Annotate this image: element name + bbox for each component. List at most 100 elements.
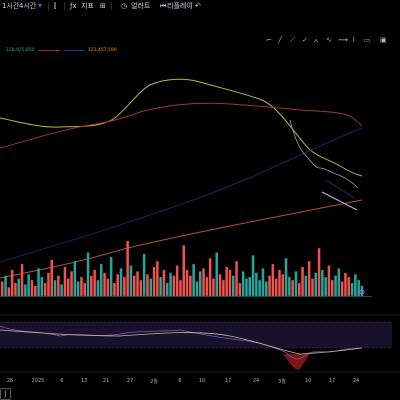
volume-bar — [195, 281, 199, 296]
volume-bar — [218, 274, 222, 297]
volume-bar — [142, 253, 146, 296]
volume-bar — [70, 271, 73, 296]
toolbar-separator — [190, 2, 191, 10]
x-tick: 10 — [198, 378, 206, 384]
replay-icon[interactable]: ⏮ — [160, 2, 167, 10]
brush-icon[interactable]: ⌇ — [352, 36, 356, 44]
volume-bar — [192, 264, 195, 296]
volume-bar — [73, 261, 77, 296]
volume-bar — [241, 271, 245, 296]
price-label-blue — [64, 48, 84, 52]
volume-bar — [37, 268, 40, 296]
drawn-trendline — [321, 191, 358, 211]
volume-bar — [100, 264, 103, 296]
x-tick: 6 — [60, 378, 64, 384]
x-tick: 24 — [352, 378, 360, 384]
volume-bar — [116, 274, 119, 297]
volume-bar — [357, 280, 360, 296]
path-icon[interactable]: ⟿ — [338, 36, 349, 44]
volume-bar — [156, 261, 159, 296]
alert-button[interactable]: 얼러트 — [131, 2, 151, 10]
volume-bar — [271, 264, 275, 296]
volume-bar — [162, 269, 166, 296]
volume-bar — [146, 274, 149, 297]
toolbar-separator — [111, 2, 112, 10]
volume-bar — [7, 287, 11, 296]
x-tick: 26 — [6, 378, 14, 384]
x-tick: 17 — [328, 378, 336, 384]
volume-bar — [60, 284, 63, 296]
volume-bar — [10, 269, 14, 296]
volume-bar — [57, 275, 60, 296]
volume-bar — [17, 278, 20, 296]
osc-oversold-fill — [283, 354, 310, 370]
ma-yellow-line — [0, 78, 363, 177]
volume-bar — [261, 268, 265, 296]
volume-bar — [40, 277, 44, 296]
text-icon[interactable]: ▣ — [380, 36, 387, 44]
volume-bar — [294, 271, 298, 296]
ray-icon[interactable]: ⟋ — [290, 36, 295, 44]
volume-bar — [80, 277, 83, 296]
volume-bar — [354, 274, 357, 297]
volume-bar — [1, 281, 4, 296]
volume-bar — [119, 268, 123, 296]
price-label-orange: 123,457,590 — [88, 48, 117, 53]
volume-bar — [238, 282, 242, 296]
ma-red-line — [0, 102, 363, 149]
osc-line-tan — [0, 329, 363, 355]
oscillator-band — [0, 322, 392, 348]
volume-bar — [27, 274, 30, 297]
volume-bar — [258, 280, 261, 296]
chevron-down-icon[interactable]: ▾ — [38, 1, 43, 10]
volume-bar — [67, 278, 70, 296]
price-line — [289, 119, 359, 189]
rectangle-icon[interactable]: ▭ — [364, 36, 371, 44]
x-tick: 6 — [178, 378, 182, 384]
x-tick: 2월 — [150, 379, 158, 385]
corner-menu-icon[interactable]: ʃ — [0, 388, 11, 400]
undo-icon[interactable]: ↶ — [195, 2, 201, 10]
volume-bar — [298, 282, 301, 296]
volume-bar — [337, 268, 341, 296]
candle-type-icon[interactable]: ⫿ — [54, 2, 57, 10]
volume-bar — [83, 282, 86, 296]
indicators-icon[interactable]: ƒx — [70, 2, 77, 10]
volume-bar — [215, 252, 218, 296]
fib-icon[interactable]: ✓ — [302, 36, 308, 44]
volume-bar — [90, 275, 93, 296]
volume-bar — [307, 261, 311, 296]
volume-bar — [96, 280, 100, 296]
indicators-button[interactable]: 지표 — [81, 2, 94, 10]
cursor-icon[interactable]: ⌐ — [266, 36, 272, 44]
x-tick: 2025 — [31, 378, 45, 384]
volume-bar — [225, 267, 228, 296]
volume-bar — [166, 282, 169, 296]
volume-bar — [274, 278, 278, 296]
volume-bar — [228, 269, 232, 296]
volume-bar — [133, 275, 136, 296]
volume-bar — [288, 277, 291, 296]
volume-bar — [172, 275, 176, 296]
volume-bar — [4, 275, 7, 296]
wave-icon[interactable]: ∿ — [326, 36, 332, 44]
volume-bar — [14, 282, 17, 296]
interval-4h[interactable]: 4시간 — [19, 2, 37, 10]
volume-bar — [255, 272, 258, 296]
layout-grid-icon[interactable]: ⊞ — [100, 2, 106, 10]
volume-bar — [222, 280, 225, 296]
volume-baseline — [0, 296, 372, 297]
interval-1h[interactable]: 1시간 — [2, 2, 20, 10]
volume-bar — [360, 285, 364, 297]
volume-bar — [103, 272, 106, 296]
trendline-icon[interactable]: ╱ — [278, 36, 283, 44]
volume-bar — [291, 280, 294, 296]
x-tick: 3월 — [278, 379, 286, 385]
price-label-red — [38, 48, 60, 52]
drawn-trendline-2 — [325, 179, 355, 199]
alert-icon[interactable]: ◷ — [121, 2, 128, 10]
replay-button[interactable]: 리플레이 — [167, 2, 193, 10]
toolbar-separator — [48, 2, 49, 10]
pattern-icon[interactable]: ⟑ — [314, 36, 319, 44]
